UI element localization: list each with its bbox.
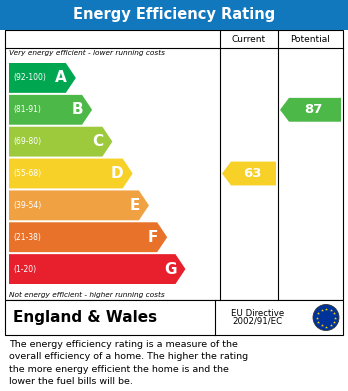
Polygon shape [9, 95, 92, 125]
Text: 2002/91/EC: 2002/91/EC [232, 317, 283, 326]
Text: Not energy efficient - higher running costs: Not energy efficient - higher running co… [9, 292, 165, 298]
Text: EU Directive: EU Directive [231, 309, 284, 318]
Text: D: D [111, 166, 124, 181]
Polygon shape [9, 190, 149, 220]
Text: A: A [55, 70, 67, 85]
Text: (39-54): (39-54) [13, 201, 41, 210]
Text: F: F [148, 230, 158, 245]
Polygon shape [9, 127, 112, 156]
Text: (81-91): (81-91) [13, 105, 41, 114]
Text: B: B [71, 102, 83, 117]
Bar [0, 0, 348, 30]
Text: England & Wales: England & Wales [13, 310, 157, 325]
Text: G: G [164, 262, 176, 276]
Circle shape [313, 305, 339, 330]
Polygon shape [9, 159, 133, 188]
Text: (55-68): (55-68) [13, 169, 41, 178]
Polygon shape [280, 98, 341, 122]
Text: E: E [129, 198, 140, 213]
Polygon shape [9, 222, 167, 252]
Text: The energy efficiency rating is a measure of the
overall efficiency of a home. T: The energy efficiency rating is a measur… [9, 340, 248, 386]
Text: 87: 87 [304, 103, 323, 116]
Text: Current: Current [232, 34, 266, 43]
Polygon shape [222, 161, 276, 185]
Text: (69-80): (69-80) [13, 137, 41, 146]
Polygon shape [9, 63, 76, 93]
Text: (21-38): (21-38) [13, 233, 41, 242]
Text: C: C [92, 134, 103, 149]
Text: Energy Efficiency Rating: Energy Efficiency Rating [73, 7, 275, 23]
Polygon shape [9, 254, 185, 284]
Text: (92-100): (92-100) [13, 74, 46, 83]
Text: (1-20): (1-20) [13, 265, 36, 274]
Text: Very energy efficient - lower running costs: Very energy efficient - lower running co… [9, 50, 165, 56]
Bar [5, 30, 343, 300]
Text: Potential: Potential [291, 34, 331, 43]
Bar [5, 300, 343, 335]
Text: 63: 63 [243, 167, 261, 180]
